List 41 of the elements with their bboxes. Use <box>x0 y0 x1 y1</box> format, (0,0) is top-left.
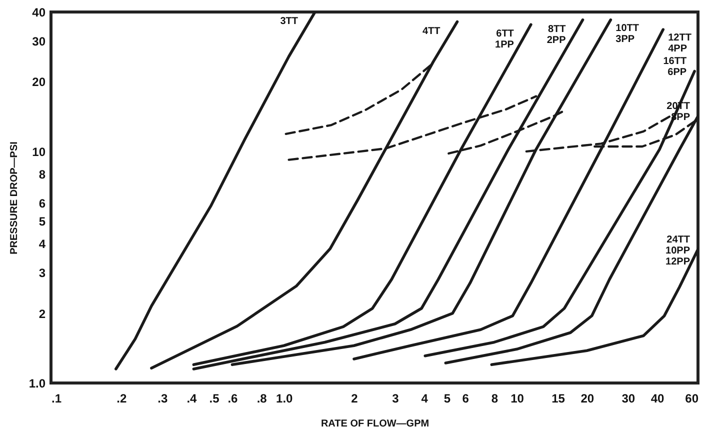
x-tick-label: 30 <box>622 392 636 406</box>
series-label: 24TT 10PP 12PP <box>666 234 690 268</box>
y-tick-label: 30 <box>32 34 46 48</box>
y-tick-label: 3 <box>38 266 46 280</box>
x-tick-label: 8 <box>491 392 498 406</box>
y-tick-label: 5 <box>38 214 46 229</box>
x-tick-label: 10 <box>510 392 524 406</box>
series-label: 16TT 6PP <box>663 56 687 78</box>
x-tick-label: 20 <box>580 392 594 406</box>
x-tick-label: .2 <box>116 392 127 406</box>
series-label: 6TT 1PP <box>495 28 514 51</box>
x-tick-label: 3 <box>392 392 400 406</box>
x-tick-label: 15 <box>552 392 566 406</box>
y-axis-title: PRESSURE DROP—PSI <box>8 141 20 254</box>
series-label: 4TT <box>422 26 440 37</box>
y-tick-label: 4 <box>38 237 46 252</box>
y-tick-label: 8 <box>38 167 46 182</box>
x-tick-label: .3 <box>158 392 168 406</box>
x-tick-label: 5 <box>444 392 451 406</box>
y-tick-label: 1.0 <box>28 376 46 390</box>
x-tick-label: 2 <box>351 392 358 406</box>
x-tick-label: .8 <box>256 392 268 406</box>
x-tick-label: .6 <box>228 392 238 406</box>
y-tick-label: 2 <box>38 306 46 321</box>
series-label: 8TT 2PP <box>546 24 566 46</box>
series-label: 3TT <box>280 16 298 27</box>
y-tick-label: 6 <box>38 196 46 210</box>
x-tick-label: .1 <box>52 392 62 406</box>
series-label: 10TT 3PP <box>616 22 640 45</box>
x-tick-label: 4 <box>421 392 428 406</box>
x-tick-label: .4 <box>186 392 198 406</box>
x-tick-label: 6 <box>462 392 470 406</box>
y-tick-label: 20 <box>32 75 46 90</box>
x-tick-label: 60 <box>685 392 699 406</box>
x-tick-label: .5 <box>209 392 220 406</box>
series-label: 12TT 4PP <box>668 32 692 55</box>
x-tick-label: 1.0 <box>276 392 294 406</box>
x-tick-label: 40 <box>650 392 664 406</box>
y-tick-label: 40 <box>32 6 46 20</box>
y-tick-label: 10 <box>32 144 46 159</box>
x-axis-title: RATE OF FLOW—GPM <box>320 418 430 430</box>
